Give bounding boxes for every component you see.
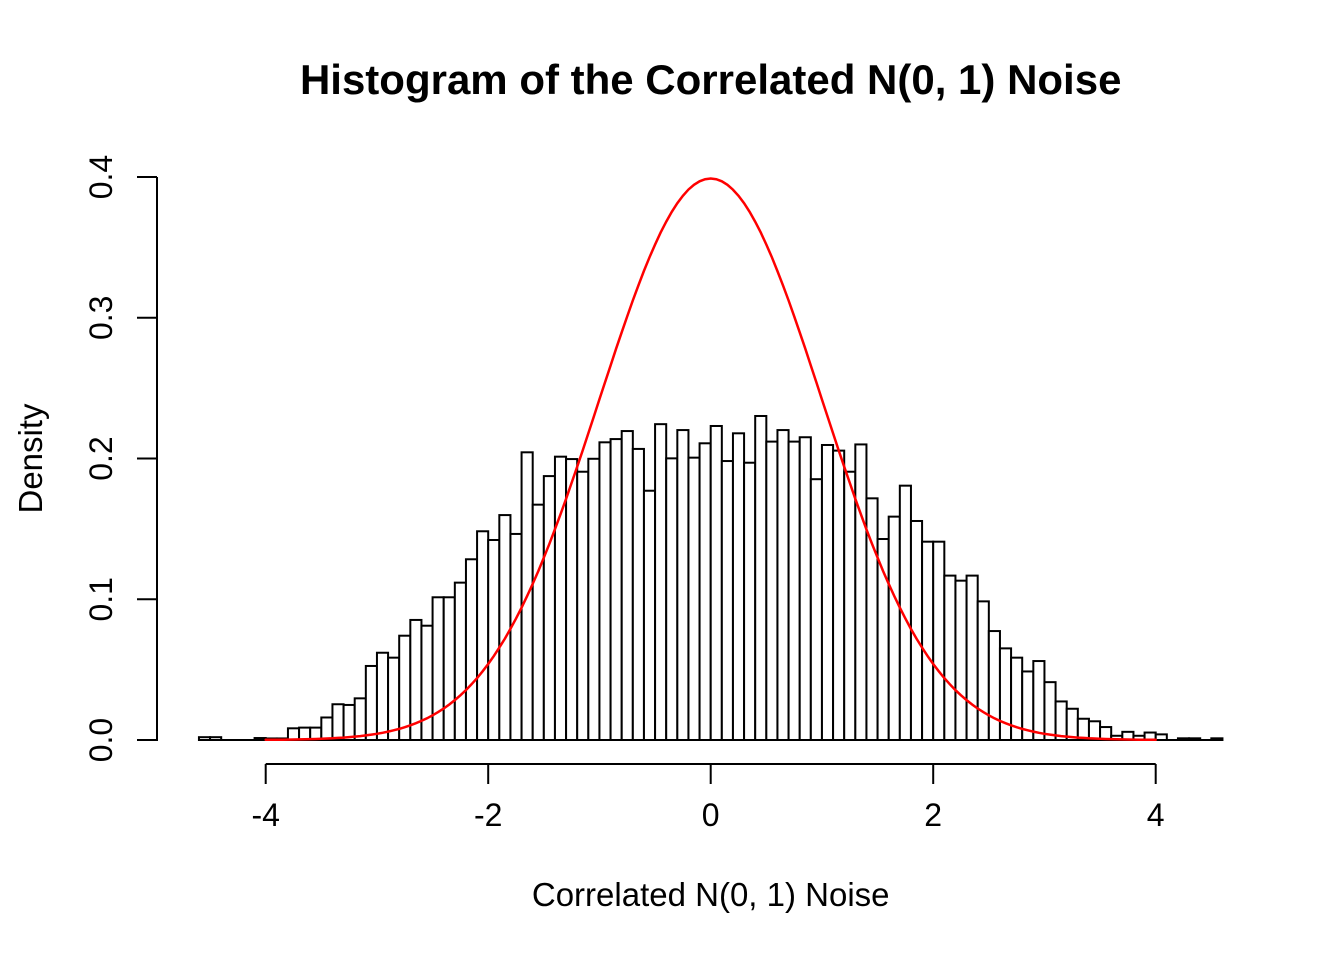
- histogram-bar: [375, 651, 390, 741]
- histogram-bar: [364, 664, 378, 742]
- x-tick-label: -4: [251, 797, 279, 833]
- histogram-bar: [1065, 707, 1079, 741]
- histogram-bar: [420, 624, 434, 741]
- histogram-bar: [587, 457, 601, 741]
- histogram-bar: [253, 737, 267, 741]
- x-tick-label: 0: [702, 797, 720, 833]
- x-tick-label: -2: [474, 797, 502, 833]
- histogram-bar: [531, 503, 545, 741]
- histogram-bar: [464, 558, 479, 741]
- y-axis-label: Density: [12, 403, 49, 514]
- x-tick-label: 4: [1147, 797, 1165, 833]
- histogram-bar: [676, 429, 690, 741]
- histogram-bar: [787, 440, 801, 741]
- histogram-bar: [197, 736, 212, 741]
- histogram-bar: [720, 460, 734, 741]
- y-tick-label: 0.1: [83, 577, 119, 621]
- histogram-bar: [698, 442, 712, 741]
- histogram-bar: [342, 703, 356, 741]
- histogram-bar: [731, 432, 746, 741]
- histogram-bar: [398, 634, 412, 741]
- y-tick-label: 0.3: [83, 296, 119, 340]
- histogram-bar: [976, 600, 990, 742]
- histogram-bar: [642, 489, 657, 741]
- histogram-bar: [331, 703, 345, 742]
- histogram-bar: [1188, 737, 1202, 741]
- histogram-bar: [832, 449, 846, 741]
- histogram-bar: [631, 447, 645, 741]
- histogram-bar: [965, 574, 979, 741]
- histogram-bar: [1043, 681, 1057, 741]
- histogram-bar: [476, 530, 490, 742]
- histogram-bar: [387, 656, 401, 742]
- y-tick-label: 0.0: [83, 718, 119, 762]
- histogram-bars: [197, 414, 1224, 742]
- histogram-bar: [209, 736, 223, 741]
- histogram-bar: [320, 716, 334, 741]
- histogram-bar: [487, 538, 501, 742]
- histogram-bar: [576, 470, 590, 741]
- histogram-bar: [654, 423, 668, 741]
- histogram-bar: [798, 436, 812, 741]
- histogram-bar: [1054, 700, 1068, 742]
- histogram-bar: [998, 647, 1013, 742]
- histogram-bar: [609, 438, 623, 741]
- histogram-bar: [453, 581, 467, 741]
- histogram-bar: [353, 697, 367, 742]
- x-axis-label: Correlated N(0, 1) Noise: [532, 876, 890, 913]
- x-axis: -4 -2 0 2 4: [251, 763, 1165, 833]
- histogram-bar: [542, 475, 556, 741]
- histogram-bar: [598, 441, 612, 741]
- histogram-bar: [687, 456, 701, 741]
- histogram-bar: [887, 515, 901, 742]
- histogram-bar: [765, 440, 779, 741]
- histogram-bar: [954, 579, 968, 742]
- histogram-bar: [854, 443, 868, 741]
- histogram-bar: [442, 596, 456, 741]
- y-axis: 0.0 0.1 0.2 0.3 0.4: [83, 155, 158, 762]
- histogram-bar: [665, 457, 679, 741]
- histogram-bar: [820, 443, 835, 741]
- histogram-bar: [620, 430, 634, 741]
- histogram-bar: [431, 596, 445, 741]
- normal-density-curve: [264, 177, 1157, 742]
- y-tick-label: 0.2: [83, 436, 119, 480]
- histogram-bar: [509, 532, 523, 742]
- histogram-bar: [809, 478, 823, 741]
- chart-title: Histogram of the Correlated N(0, 1) Nois…: [300, 56, 1121, 103]
- histogram-bar: [565, 458, 579, 741]
- histogram-bar: [1210, 737, 1224, 741]
- histogram-bar: [932, 540, 946, 741]
- histogram-bar: [776, 429, 790, 741]
- histogram-bar: [553, 455, 568, 741]
- histogram-bar: [709, 424, 723, 741]
- histogram-bar: [754, 414, 768, 741]
- y-tick-label: 0.4: [83, 155, 119, 199]
- histogram-bar: [943, 574, 957, 741]
- histogram-bar: [1032, 660, 1046, 741]
- histogram-bar: [743, 461, 757, 741]
- histogram-bar: [843, 470, 857, 741]
- histogram-bar: [921, 540, 935, 741]
- histogram-bar: [1154, 733, 1168, 741]
- histogram-bar: [987, 630, 1001, 742]
- x-tick-label: 2: [924, 797, 942, 833]
- histogram-bar: [1176, 737, 1191, 741]
- histogram-bar: [498, 514, 512, 741]
